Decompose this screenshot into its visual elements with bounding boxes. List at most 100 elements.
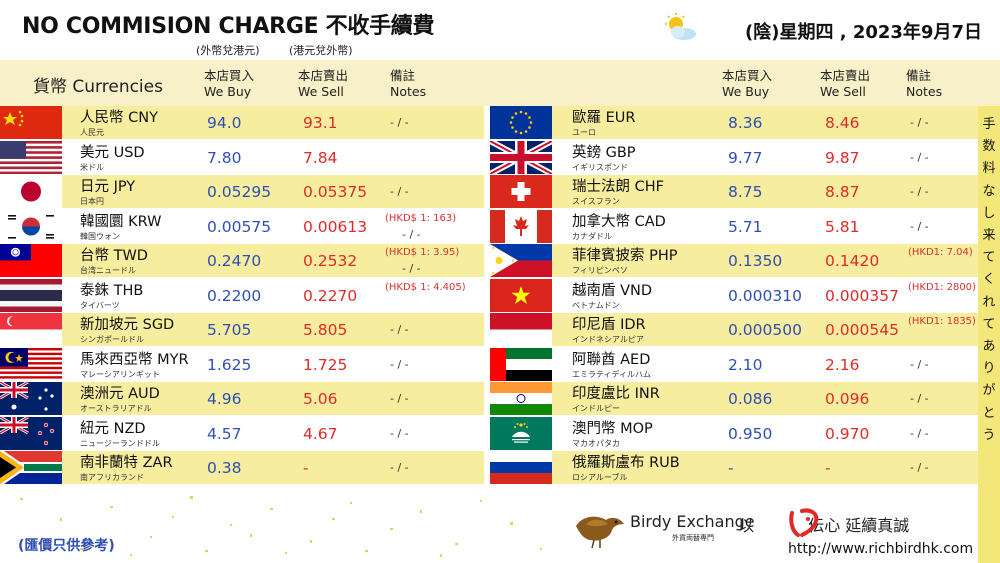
rate-note: - / -: [390, 116, 409, 129]
currency-name-jp: タイバーツ: [80, 300, 120, 310]
sell-rate: 7.84: [303, 148, 338, 167]
currency-name: 美元 USD: [80, 144, 145, 161]
currency-name-jp: 米ドル: [80, 162, 104, 172]
buy-rate: 0.05295: [207, 183, 272, 201]
rate-note: - / -: [910, 219, 929, 233]
slogan-suffix: 伝心 延續真誠: [808, 516, 910, 535]
rate-note: - / -: [910, 426, 929, 440]
sell-rate: 0.970: [825, 424, 870, 443]
buy-rate: 2.10: [728, 355, 763, 374]
currency-name: 紐元 NZD: [80, 420, 146, 437]
currency-name: 韓國圜 KRW: [80, 213, 162, 230]
currency-name-jp: カナダドル: [572, 231, 612, 241]
buy-rate: 0.950: [728, 424, 773, 443]
currency-name: 俄羅斯盧布 RUB: [572, 455, 680, 471]
exchange-ratio-note: (HKD1: 7.04): [908, 247, 973, 258]
currency-name-jp: エミラティディルハム: [572, 369, 651, 379]
currency-name-jp: マカオパタカ: [572, 438, 620, 448]
eu-flag-icon: [490, 106, 552, 139]
currency-name: 瑞士法朗 CHF: [572, 179, 664, 195]
rate-note: - / -: [390, 323, 409, 336]
buy-rate: 0.38: [207, 459, 242, 477]
currency-name: 澳洲元 AUD: [80, 386, 160, 402]
sg-flag-icon: [0, 313, 62, 346]
right-sell-header: 本店賣出 We Sell: [820, 68, 871, 99]
currency-name: 越南盾 VND: [572, 282, 653, 299]
currency-name-jp: ベトナムドン: [572, 300, 620, 310]
currency-name: 印度盧比 INR: [572, 386, 660, 402]
note-hkd-to-foreign: (港元兌外幣): [289, 44, 353, 57]
note-foreign-to-hkd: (外幣兌港元): [196, 44, 260, 57]
currency-name-jp: オーストラリアドル: [80, 404, 152, 413]
ru-flag-icon: [490, 451, 552, 484]
th-flag-icon: [0, 278, 62, 312]
currency-name-jp: ユーロ: [572, 128, 596, 137]
rate-row-left: [0, 416, 484, 450]
website-url[interactable]: http://www.richbirdhk.com: [788, 541, 974, 557]
currency-name-jp: マレーシアリンギット: [80, 369, 160, 379]
currency-name: 新加坡元 SGD: [80, 317, 175, 333]
rate-row-left: [0, 140, 484, 174]
rate-row-left: [0, 209, 484, 243]
side-banner-text: 手数料なし来てくれてありがとう: [982, 117, 996, 443]
za-flag-icon: [0, 451, 62, 484]
ae-flag-icon: [490, 347, 552, 381]
currency-name-jp: 南アフリカランド: [80, 473, 144, 482]
buy-rate: 7.80: [207, 148, 242, 167]
sell-rate: 8.87: [825, 183, 860, 201]
rate-row-left: [0, 451, 484, 484]
rate-note: - / -: [390, 357, 409, 371]
right-notes-header: 備註 Notes: [906, 68, 943, 99]
rate-note: - / -: [910, 185, 929, 198]
tw-flag-icon: [0, 244, 62, 277]
buy-rate: 9.77: [728, 148, 763, 167]
buy-rate: 0.000310: [728, 286, 802, 305]
id-flag-icon: [490, 313, 552, 346]
sell-rate: 0.05375: [303, 183, 368, 201]
buy-rate: 0.1350: [728, 252, 783, 270]
gb-flag-icon: [490, 140, 552, 174]
sell-rate: 0.000357: [825, 286, 899, 305]
currency-name-jp: 台湾ニュードル: [80, 266, 136, 275]
rate-row-right: [490, 140, 978, 174]
sell-rate: 0.2270: [303, 286, 358, 305]
rate-row-right: [490, 175, 978, 208]
rate-note: - / -: [910, 461, 929, 474]
rate-row-left: [0, 382, 484, 415]
cn-flag-icon: [0, 106, 62, 139]
sell-rate: -: [303, 459, 309, 477]
rate-row-right: [490, 382, 978, 415]
currency-name-jp: フィリピンペソ: [572, 266, 628, 275]
currency-name: 菲律賓披索 PHP: [572, 248, 678, 264]
buy-rate: 8.75: [728, 183, 763, 201]
buy-rate: 8.36: [728, 114, 763, 132]
my-flag-icon: [0, 347, 62, 381]
rate-note: - / -: [910, 392, 929, 405]
au-flag-icon: [0, 382, 62, 415]
currency-name: 英鎊 GBP: [572, 144, 636, 161]
sell-rate: 0.2532: [303, 252, 358, 270]
rate-row-right: [490, 106, 978, 139]
page-title: NO COMMISION CHARGE 不收手續費: [22, 14, 435, 39]
rate-row-right: [490, 347, 978, 381]
sell-rate: -: [825, 459, 831, 477]
sell-rate: 0.000545: [825, 321, 899, 339]
rate-row-right: [490, 209, 978, 243]
currency-name: 澳門幣 MOP: [572, 420, 653, 437]
rate-note: - / -: [402, 227, 421, 241]
exchange-ratio-note: (HKD$ 1: 163): [385, 212, 457, 224]
buy-rate: 0.086: [728, 390, 773, 408]
rate-row-left: [0, 278, 484, 312]
sell-rate: 8.46: [825, 114, 860, 132]
rate-note: - / -: [390, 185, 409, 198]
rate-note: - / -: [390, 461, 409, 474]
currency-name-jp: ロシアルーブル: [572, 473, 628, 482]
currency-name-jp: ニュージーランドドル: [80, 438, 160, 448]
buy-rate: 0.000500: [728, 321, 802, 339]
column-header-band: [0, 60, 1000, 106]
buy-rate: 4.57: [207, 424, 242, 443]
currency-name-jp: 人民元: [80, 128, 104, 137]
date-display: (陰)星期四 , 2023年9月7日: [745, 22, 982, 43]
currency-name: 印尼盾 IDR: [572, 317, 646, 333]
currency-name: 台幣 TWD: [80, 248, 148, 264]
